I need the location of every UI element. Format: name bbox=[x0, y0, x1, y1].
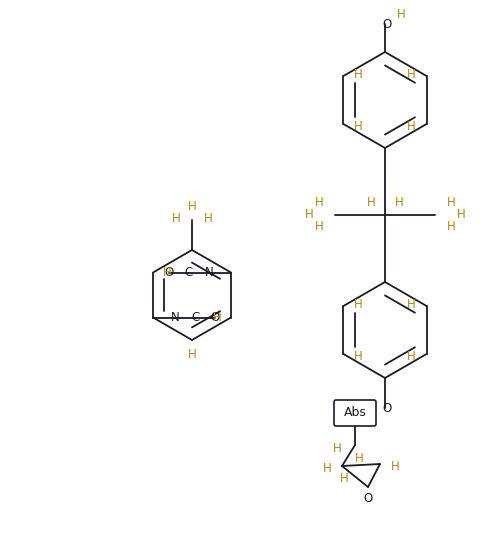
Text: H: H bbox=[162, 266, 171, 279]
Text: H: H bbox=[366, 196, 375, 210]
Text: H: H bbox=[456, 209, 464, 221]
Text: H: H bbox=[187, 348, 196, 361]
Text: H: H bbox=[446, 196, 454, 210]
Text: O: O bbox=[363, 493, 372, 506]
Text: H: H bbox=[354, 453, 363, 465]
Text: H: H bbox=[446, 220, 454, 233]
Text: H: H bbox=[171, 211, 180, 225]
FancyBboxPatch shape bbox=[333, 400, 375, 426]
Text: H: H bbox=[304, 209, 313, 221]
Text: H: H bbox=[390, 461, 399, 473]
Text: H: H bbox=[394, 196, 403, 210]
Text: H: H bbox=[396, 7, 405, 20]
Text: O: O bbox=[382, 401, 391, 415]
Text: H: H bbox=[353, 297, 362, 310]
Text: H: H bbox=[314, 220, 323, 233]
Text: H: H bbox=[203, 211, 212, 225]
Text: H: H bbox=[406, 297, 415, 310]
Text: N: N bbox=[170, 311, 179, 324]
Text: H: H bbox=[187, 200, 196, 212]
Text: H: H bbox=[322, 462, 331, 476]
Text: H: H bbox=[212, 311, 221, 324]
Text: H: H bbox=[406, 119, 415, 133]
Text: O: O bbox=[164, 266, 173, 279]
Text: H: H bbox=[339, 471, 348, 485]
Text: O: O bbox=[210, 311, 219, 324]
Text: H: H bbox=[353, 119, 362, 133]
Text: O: O bbox=[382, 18, 391, 30]
Text: H: H bbox=[406, 349, 415, 363]
Text: H: H bbox=[314, 196, 323, 210]
Text: C: C bbox=[184, 266, 193, 279]
Text: Abs: Abs bbox=[343, 407, 366, 419]
Text: H: H bbox=[332, 442, 341, 455]
Text: N: N bbox=[204, 266, 213, 279]
Text: C: C bbox=[190, 311, 199, 324]
Text: H: H bbox=[406, 67, 415, 80]
Text: H: H bbox=[353, 349, 362, 363]
Text: H: H bbox=[353, 67, 362, 80]
Text: H: H bbox=[364, 411, 373, 424]
